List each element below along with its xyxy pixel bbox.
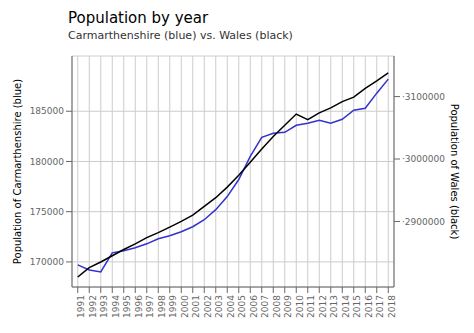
svg-text:1997: 1997 — [145, 295, 155, 318]
svg-text:175000: 175000 — [30, 207, 65, 217]
svg-text:2014: 2014 — [341, 295, 351, 318]
svg-text:2008: 2008 — [272, 295, 282, 318]
svg-text:2001: 2001 — [191, 295, 201, 318]
svg-text:2002: 2002 — [203, 295, 213, 318]
svg-text:1995: 1995 — [122, 295, 132, 318]
svg-text:·3100000: ·3100000 — [402, 92, 445, 102]
svg-text:2012: 2012 — [318, 295, 328, 318]
svg-text:2009: 2009 — [283, 295, 293, 318]
svg-text:2010: 2010 — [295, 295, 305, 318]
svg-text:170000: 170000 — [30, 257, 65, 267]
svg-text:1992: 1992 — [88, 295, 98, 318]
svg-text:2003: 2003 — [214, 295, 224, 318]
svg-text:1993: 1993 — [99, 295, 109, 318]
svg-text:·2900000: ·2900000 — [402, 217, 445, 227]
svg-text:185000: 185000 — [30, 106, 65, 116]
svg-text:1991: 1991 — [76, 295, 86, 318]
svg-text:1999: 1999 — [168, 295, 178, 318]
svg-text:2005: 2005 — [237, 295, 247, 318]
svg-text:2018: 2018 — [387, 295, 397, 318]
svg-text:·3000000: ·3000000 — [402, 154, 445, 164]
svg-text:2017: 2017 — [375, 295, 385, 318]
html-text:Carmarthenshire (blue) vs. Wal: Carmarthenshire (blue) vs. Wales (black) — [68, 29, 293, 42]
svg-text:1996: 1996 — [134, 295, 144, 318]
svg-text:180000: 180000 — [30, 157, 65, 167]
svg-text:1998: 1998 — [157, 295, 167, 318]
svg-text:2016: 2016 — [364, 295, 374, 318]
svg-text:2007: 2007 — [260, 295, 270, 318]
svg-text:2011: 2011 — [306, 295, 316, 318]
svg-text:2013: 2013 — [329, 295, 339, 318]
svg-text:2004: 2004 — [226, 295, 236, 318]
svg-text:2006: 2006 — [249, 295, 259, 318]
svg-text:1994: 1994 — [111, 295, 121, 318]
svg-text:Population of Carmarthenshire: Population of Carmarthenshire (blue) — [12, 79, 23, 264]
svg-text:2015: 2015 — [352, 295, 362, 318]
svg-text:2000: 2000 — [180, 295, 190, 318]
html-text:Population by year: Population by year — [68, 9, 209, 27]
svg-text:Population of Wales (black): Population of Wales (black) — [449, 104, 460, 240]
